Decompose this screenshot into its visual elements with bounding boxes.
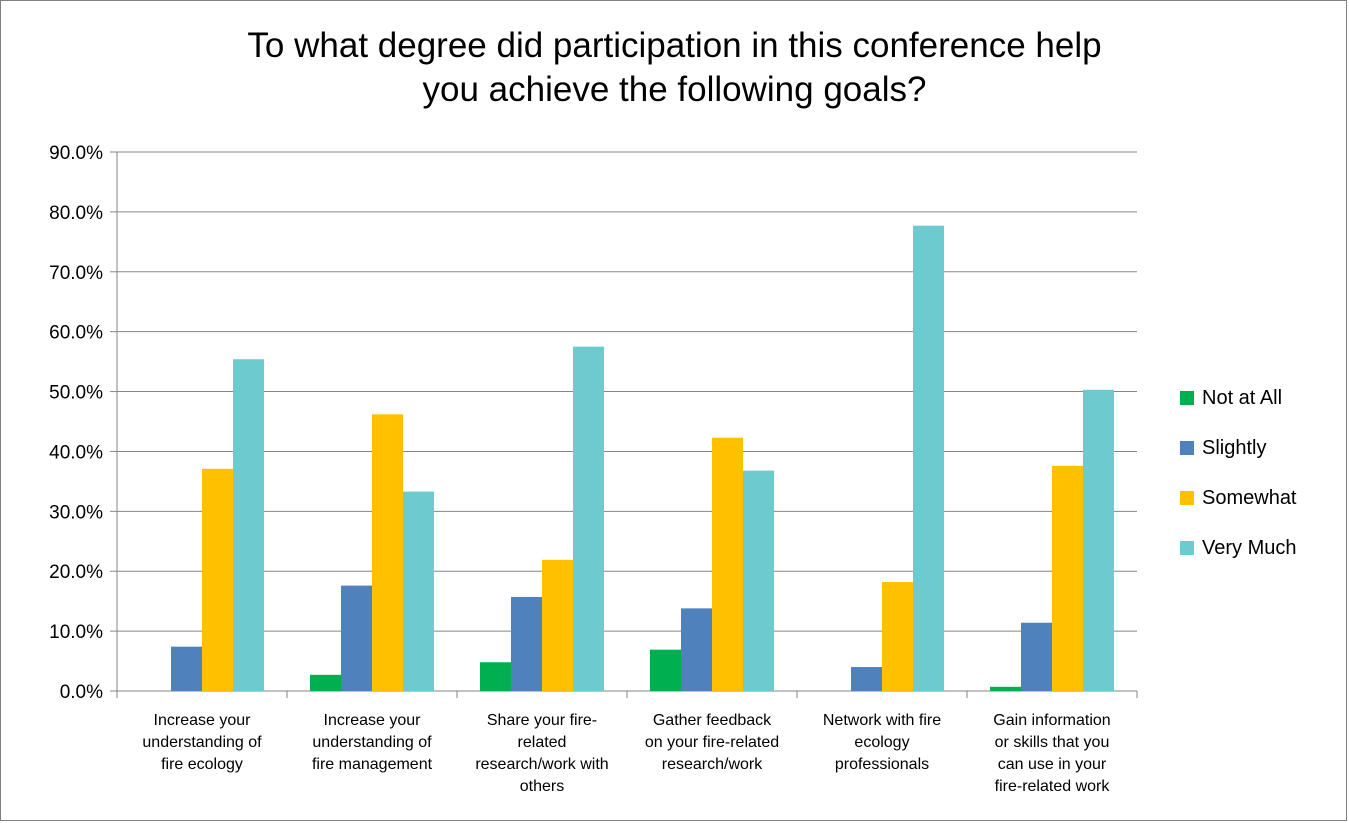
bar bbox=[202, 468, 233, 691]
legend-item-somewhat: Somewhat bbox=[1180, 486, 1297, 510]
x-category-label-line: fire ecology bbox=[161, 756, 243, 773]
chart-title-line-2: you achieve the following goals? bbox=[422, 70, 927, 109]
bar bbox=[341, 585, 372, 691]
x-category-label-line: Gain information bbox=[993, 712, 1111, 729]
bar bbox=[743, 470, 774, 691]
bar bbox=[511, 596, 542, 691]
bar bbox=[990, 686, 1021, 691]
legend: Not at All Slightly Somewhat Very Much bbox=[1180, 386, 1297, 586]
legend-label: Not at All bbox=[1202, 386, 1283, 409]
bar bbox=[1083, 389, 1114, 691]
x-category-label-line: related bbox=[517, 734, 567, 751]
y-tick-label: 70.0% bbox=[49, 263, 103, 284]
bar bbox=[1021, 622, 1052, 691]
bar bbox=[1052, 465, 1083, 691]
y-tick-label: 90.0% bbox=[49, 143, 103, 164]
legend-swatch bbox=[1180, 491, 1194, 505]
legend-swatch bbox=[1180, 541, 1194, 555]
x-category-label-line: on your fire-related bbox=[644, 734, 780, 751]
y-tick-label: 10.0% bbox=[49, 622, 103, 643]
x-category-label: Gain information or skills that you can us… bbox=[972, 710, 1132, 798]
y-tick-label: 80.0% bbox=[49, 203, 103, 224]
x-category-label-line: fire-related work bbox=[994, 778, 1110, 795]
bar bbox=[233, 359, 264, 691]
legend-item-slightly: Slightly bbox=[1180, 436, 1297, 460]
legend-swatch bbox=[1180, 441, 1194, 455]
legend-label: Slightly bbox=[1202, 436, 1267, 459]
bar bbox=[573, 346, 604, 691]
y-tick-label: 0.0% bbox=[60, 682, 103, 703]
x-category-label: Gather feedback on your fire-related resea… bbox=[632, 710, 792, 776]
legend-swatch bbox=[1180, 391, 1194, 405]
x-category-label-line: ecology bbox=[854, 734, 910, 751]
bar bbox=[851, 667, 882, 691]
x-category-label-line: can use in your bbox=[997, 756, 1107, 773]
x-category-label-line: understanding of bbox=[142, 734, 262, 751]
x-category-label-line: Share your fire- bbox=[486, 712, 598, 729]
bar bbox=[310, 674, 341, 691]
bar bbox=[882, 582, 913, 691]
chart-title: To what degree did participation in this… bbox=[0, 24, 1349, 112]
y-tick-label: 20.0% bbox=[49, 562, 103, 583]
x-category-label-line: Increase your bbox=[323, 712, 421, 729]
bar bbox=[171, 646, 202, 691]
x-category-label-line: understanding of bbox=[312, 734, 432, 751]
x-category-label-line: research/work with bbox=[475, 756, 609, 773]
x-category-label-line: or skills that you bbox=[994, 734, 1110, 751]
x-category-label-line: research/work bbox=[661, 756, 763, 773]
x-category-label-line: Gather feedback bbox=[652, 712, 772, 729]
bar bbox=[681, 608, 712, 691]
bar bbox=[403, 491, 434, 691]
bar bbox=[372, 414, 403, 691]
legend-item-not-at-all: Not at All bbox=[1180, 386, 1297, 410]
chart-title-line-1: To what degree did participation in this… bbox=[247, 26, 1102, 65]
legend-label: Somewhat bbox=[1202, 486, 1297, 509]
legend-item-very-much: Very Much bbox=[1180, 536, 1297, 560]
y-tick-label: 30.0% bbox=[49, 502, 103, 523]
x-category-label-line: Increase your bbox=[153, 712, 251, 729]
legend-label: Very Much bbox=[1202, 536, 1297, 559]
x-category-label: Increase your understanding of fire manage… bbox=[292, 710, 452, 776]
x-category-label: Share your fire-related research/work wit… bbox=[462, 710, 622, 798]
bar bbox=[542, 559, 573, 691]
bar bbox=[913, 225, 944, 691]
x-category-label-line: professionals bbox=[834, 756, 930, 773]
bar bbox=[712, 437, 743, 691]
x-category-label-line: Network with fire bbox=[822, 712, 942, 729]
x-category-label-line: others bbox=[519, 778, 565, 795]
x-category-label: Increase your understanding of fire ecolog… bbox=[122, 710, 282, 776]
bar bbox=[480, 662, 511, 691]
y-tick-label: 40.0% bbox=[49, 442, 103, 463]
x-category-label: Network with fire ecology professionals bbox=[802, 710, 962, 776]
y-tick-label: 50.0% bbox=[49, 383, 103, 404]
x-category-label-line: fire management bbox=[311, 756, 433, 773]
y-tick-label: 60.0% bbox=[49, 323, 103, 344]
bar bbox=[650, 649, 681, 691]
